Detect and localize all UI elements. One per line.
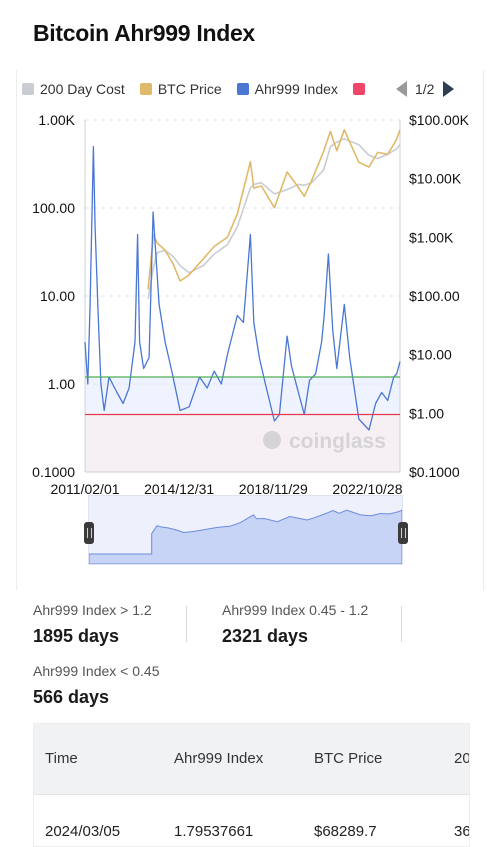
column-header-ahr999[interactable]: Ahr999 Index bbox=[174, 750, 264, 767]
legend-swatch bbox=[139, 83, 152, 95]
table-row[interactable]: 2024/03/05 1.79537661 $68289.7 36 bbox=[34, 794, 470, 846]
table-header: Time Ahr999 Index BTC Price 200 Day Cost bbox=[34, 724, 470, 794]
x-axis-tick: 2014/12/31 bbox=[144, 481, 214, 495]
series-200-day-cost bbox=[147, 137, 401, 299]
series-btc-price bbox=[147, 129, 401, 290]
legend-swatch bbox=[352, 83, 365, 95]
coinglass-logo-icon bbox=[263, 431, 281, 449]
left-axis-tick: 100.00 bbox=[32, 200, 75, 216]
stat-below-0-45: Ahr999 Index < 0.45 566 days bbox=[33, 663, 160, 708]
legend-label: BTC Price bbox=[157, 81, 222, 97]
zone-band-mid bbox=[85, 377, 400, 415]
range-slider[interactable] bbox=[88, 495, 403, 565]
legend-label: 200 Day Cost bbox=[40, 81, 125, 97]
cell-btc-price: $68289.7 bbox=[314, 823, 377, 840]
right-axis-tick: $0.1000 bbox=[409, 464, 460, 480]
legend-item-200-day-cost[interactable]: 200 Day Cost bbox=[22, 81, 125, 97]
stat-label: Ahr999 Index > 1.2 bbox=[33, 602, 152, 618]
history-table: Time Ahr999 Index BTC Price 200 Day Cost… bbox=[33, 723, 470, 847]
legend-swatch bbox=[236, 83, 249, 95]
watermark: coinglass bbox=[263, 430, 386, 453]
slider-handle-left[interactable] bbox=[84, 522, 94, 544]
legend-swatch bbox=[22, 83, 34, 95]
left-axis-tick: 10.00 bbox=[40, 288, 75, 304]
stat-divider bbox=[186, 606, 187, 642]
axes bbox=[84, 120, 401, 473]
pager-label: 1/2 bbox=[415, 81, 435, 97]
stat-between: Ahr999 Index 0.45 - 1.2 2321 days bbox=[222, 602, 368, 647]
stat-label: Ahr999 Index < 0.45 bbox=[33, 663, 160, 679]
right-axis-tick: $10.00 bbox=[409, 347, 452, 363]
stat-label: Ahr999 Index 0.45 - 1.2 bbox=[222, 602, 369, 618]
stat-value: 566 days bbox=[33, 687, 110, 707]
left-axis-tick: 1.00 bbox=[48, 376, 75, 392]
legend-label: Ahr999 Index bbox=[254, 81, 338, 97]
stat-value: 1895 days bbox=[33, 626, 120, 646]
pager-prev-icon[interactable] bbox=[396, 81, 407, 97]
right-axis-tick: $1.00 bbox=[409, 405, 444, 421]
cell-ahr999: 1.79537661 bbox=[174, 823, 254, 840]
chart-card bbox=[16, 70, 484, 590]
series-lines bbox=[84, 129, 401, 431]
slider-handle-right[interactable] bbox=[398, 522, 408, 544]
right-axis-tick: $1.00K bbox=[409, 229, 454, 245]
series-ahr999-index bbox=[84, 145, 401, 431]
watermark-text: coinglass bbox=[289, 430, 386, 453]
left-axis-tick: 0.1000 bbox=[32, 464, 75, 480]
x-axis-tick: 2011/02/01 bbox=[50, 481, 119, 495]
x-axis-tick: 2018/11/29 bbox=[239, 481, 308, 495]
ahr999-chart[interactable]: coinglass 0.1000 1.00 10.00 100.00 1.00K $0.1… bbox=[0, 105, 500, 495]
x-axis-tick: 2022/10/28 bbox=[332, 481, 402, 495]
zone-bands bbox=[85, 377, 400, 472]
legend-pager: 1/2 bbox=[394, 78, 455, 100]
right-axis-tick: $100.00K bbox=[409, 112, 470, 128]
stat-value: 2321 days bbox=[222, 626, 309, 646]
threshold-lines bbox=[85, 376, 400, 416]
zone-band-low bbox=[85, 414, 400, 472]
range-slider-preview bbox=[88, 509, 403, 565]
legend-item-ahr999-index[interactable]: Ahr999 Index bbox=[236, 81, 338, 97]
stat-above-1-2: Ahr999 Index > 1.2 1895 days bbox=[33, 602, 152, 647]
preview-area bbox=[88, 509, 403, 565]
right-axis-tick: $100.00 bbox=[409, 288, 460, 304]
column-header-btc-price[interactable]: BTC Price bbox=[314, 750, 383, 767]
legend-item-threshold[interactable] bbox=[352, 83, 371, 95]
stat-divider bbox=[401, 606, 402, 642]
left-axis-tick: 1.00K bbox=[38, 112, 75, 128]
column-header-200-day-cost[interactable]: 200 Day Cost bbox=[454, 750, 470, 767]
cell-200-day-cost: 36 bbox=[454, 823, 470, 840]
legend-overflow-mask bbox=[380, 78, 394, 100]
column-header-time[interactable]: Time bbox=[45, 750, 78, 767]
chart-legend: 200 Day Cost BTC Price Ahr999 Index bbox=[22, 78, 386, 100]
page-title: Bitcoin Ahr999 Index bbox=[33, 20, 255, 46]
grid-lines bbox=[85, 119, 400, 385]
tick-labels: 0.1000 1.00 10.00 100.00 1.00K $0.1000 $1.00 $1… bbox=[32, 112, 469, 495]
cell-time: 2024/03/05 bbox=[45, 823, 121, 840]
legend-item-btc-price[interactable]: BTC Price bbox=[139, 81, 222, 97]
right-axis-tick: $10.00K bbox=[409, 171, 462, 187]
pager-next-icon[interactable] bbox=[443, 81, 455, 97]
